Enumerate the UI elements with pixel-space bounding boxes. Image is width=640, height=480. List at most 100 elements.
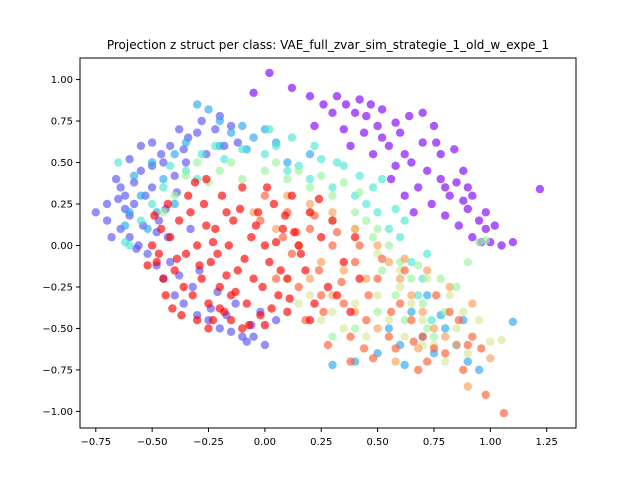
data-point xyxy=(294,166,303,175)
data-point xyxy=(317,233,326,242)
data-point xyxy=(486,337,495,346)
data-point xyxy=(213,249,222,258)
data-point xyxy=(249,332,258,341)
data-point xyxy=(384,324,394,333)
data-point xyxy=(328,332,337,341)
data-point xyxy=(373,324,382,333)
data-point xyxy=(368,233,378,242)
data-point xyxy=(211,224,220,234)
data-point xyxy=(384,241,394,250)
data-point xyxy=(150,211,159,220)
data-point xyxy=(260,150,270,159)
data-point xyxy=(211,125,220,134)
data-point xyxy=(226,128,236,137)
data-point xyxy=(395,299,405,308)
data-point xyxy=(215,166,224,175)
data-point xyxy=(418,138,427,147)
data-point xyxy=(147,183,157,192)
data-point xyxy=(459,196,468,205)
data-point xyxy=(152,257,161,267)
data-point xyxy=(362,199,371,209)
data-point xyxy=(208,316,218,325)
data-point xyxy=(350,324,360,333)
data-point xyxy=(339,257,348,267)
data-point xyxy=(253,208,263,217)
x-tick-label: 1.00 xyxy=(479,437,501,448)
data-point xyxy=(427,199,436,209)
data-point xyxy=(211,141,220,151)
data-point xyxy=(175,216,184,225)
data-point xyxy=(271,224,281,234)
data-point xyxy=(328,208,337,217)
data-point xyxy=(508,317,518,326)
data-point xyxy=(452,340,461,350)
data-point xyxy=(427,316,436,325)
data-point xyxy=(355,171,364,180)
data-point xyxy=(215,324,224,333)
data-point xyxy=(373,121,382,131)
data-point xyxy=(481,390,490,399)
data-point xyxy=(384,332,394,341)
data-point xyxy=(395,128,405,137)
data-point xyxy=(418,307,427,317)
data-point xyxy=(181,249,191,258)
data-point xyxy=(400,332,409,341)
data-point xyxy=(317,291,326,300)
data-point xyxy=(226,121,236,131)
data-point xyxy=(143,261,152,270)
data-point xyxy=(283,174,292,184)
data-point xyxy=(490,221,499,230)
data-point xyxy=(147,199,157,209)
data-point xyxy=(204,299,213,308)
data-point xyxy=(441,324,450,333)
data-point xyxy=(350,257,360,267)
y-tick-label: −0.25 xyxy=(42,282,73,293)
data-point xyxy=(414,344,423,353)
data-point xyxy=(373,274,382,283)
data-point xyxy=(143,224,152,234)
data-point xyxy=(310,141,319,151)
data-point xyxy=(197,116,206,126)
data-point xyxy=(432,291,441,300)
data-point xyxy=(195,261,204,270)
data-point xyxy=(202,221,211,230)
data-point xyxy=(463,382,472,391)
data-point xyxy=(359,128,369,137)
data-point xyxy=(377,105,387,114)
y-tick-label: 0.00 xyxy=(51,241,73,252)
data-point xyxy=(400,266,409,275)
data-point xyxy=(305,224,315,234)
data-point xyxy=(258,282,267,292)
data-point xyxy=(265,68,274,78)
data-point xyxy=(373,224,382,234)
data-point xyxy=(432,138,441,147)
data-point xyxy=(278,233,288,242)
data-point xyxy=(346,357,355,366)
data-point xyxy=(332,158,342,167)
y-tick-label: 0.25 xyxy=(51,200,73,211)
data-point xyxy=(350,224,360,234)
data-point xyxy=(260,340,270,350)
data-point xyxy=(281,211,290,220)
data-point xyxy=(407,257,416,267)
data-point xyxy=(278,224,288,234)
data-point xyxy=(323,340,333,350)
data-point xyxy=(193,241,202,250)
data-point xyxy=(328,183,337,192)
data-point xyxy=(407,316,416,325)
data-point xyxy=(499,408,509,418)
data-point xyxy=(395,274,405,283)
data-point xyxy=(429,344,439,353)
data-point xyxy=(400,191,409,200)
data-point xyxy=(177,311,186,320)
data-point xyxy=(362,111,371,121)
data-point xyxy=(414,365,423,375)
data-point xyxy=(377,254,387,263)
data-point xyxy=(459,307,468,317)
data-point xyxy=(111,174,121,184)
data-point xyxy=(486,354,495,363)
data-point xyxy=(436,174,445,184)
data-point xyxy=(186,224,195,234)
data-point xyxy=(454,221,463,230)
data-point xyxy=(260,166,270,175)
